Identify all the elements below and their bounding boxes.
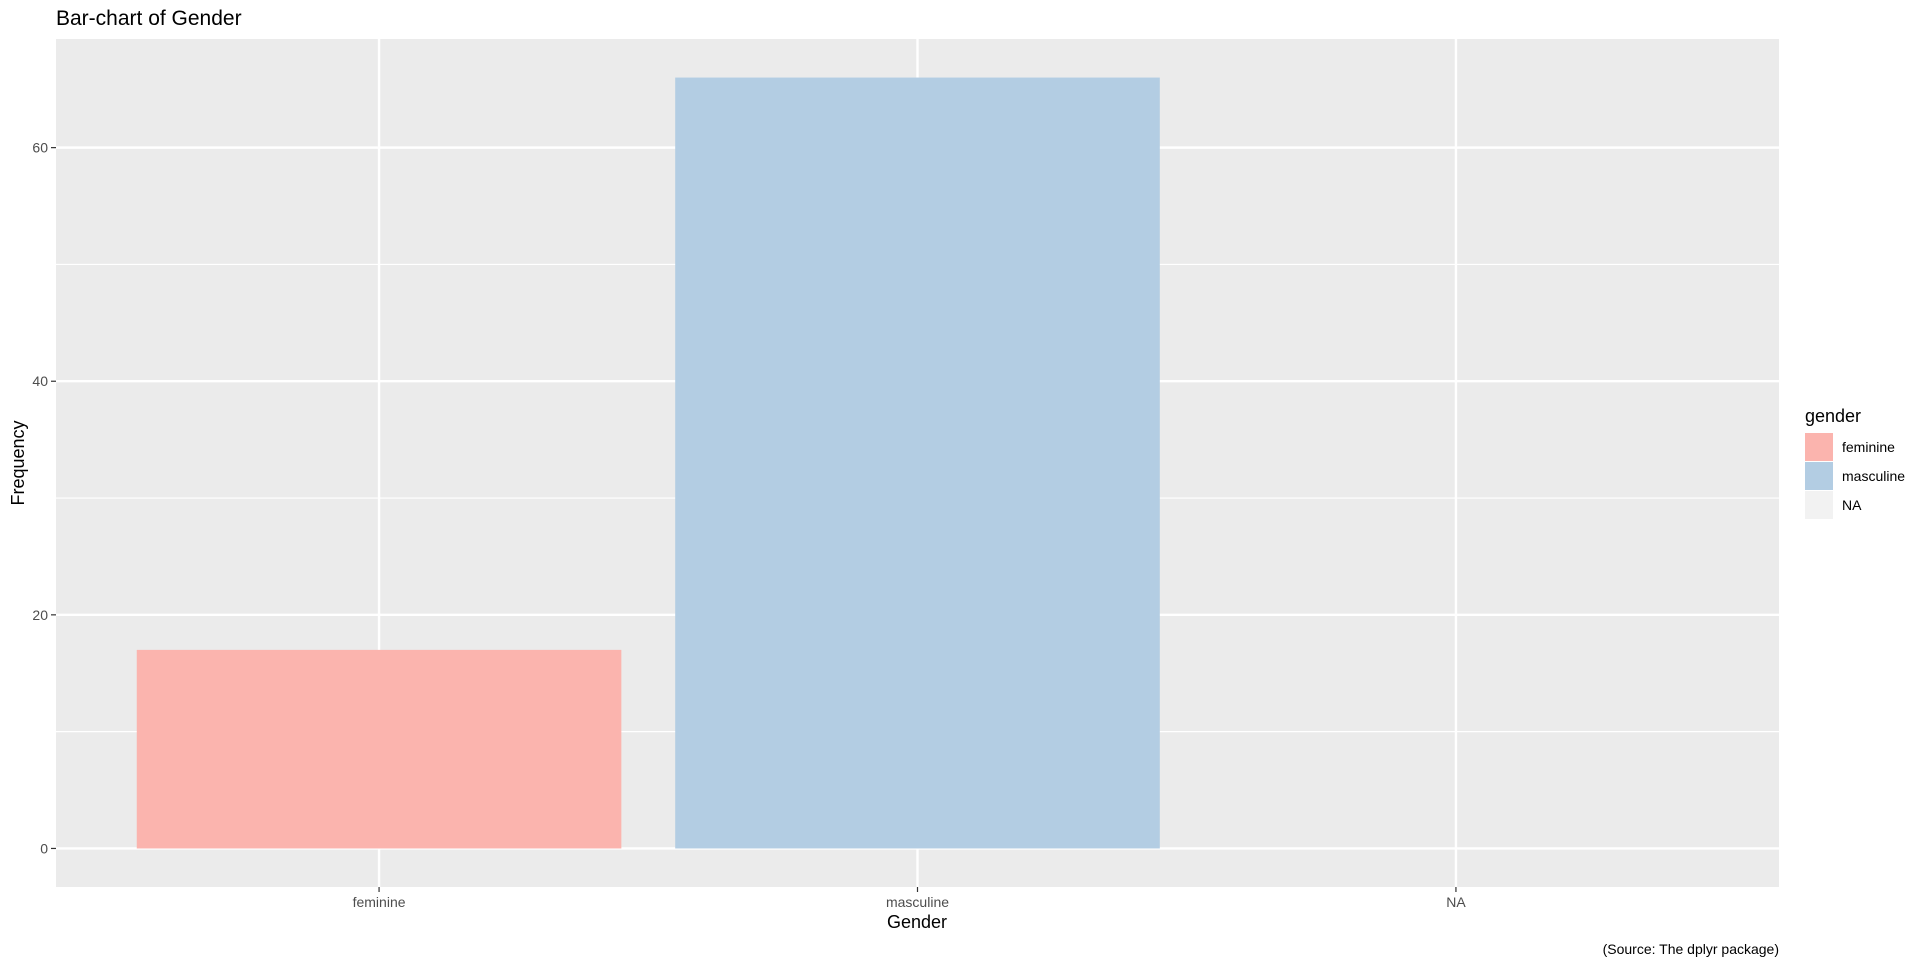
legend-title: gender <box>1805 406 1861 426</box>
legend-label: masculine <box>1842 468 1905 484</box>
source-caption: (Source: The dplyr package) <box>1603 941 1779 957</box>
y-axis-title: Frequency <box>8 420 28 505</box>
legend-key-feminine <box>1805 433 1833 461</box>
y-tick-label: 60 <box>32 140 48 156</box>
bar-feminine <box>136 649 622 849</box>
x-tick-label: feminine <box>353 894 406 910</box>
y-axis: 0 20 40 60 <box>32 140 56 856</box>
x-tick-label: masculine <box>886 894 949 910</box>
bar-masculine <box>675 77 1160 849</box>
chart-title: Bar-chart of Gender <box>56 7 242 30</box>
legend-label: NA <box>1842 497 1862 513</box>
y-tick-label: 40 <box>32 373 48 389</box>
legend: gender feminine masculine NA <box>1805 406 1905 519</box>
bars <box>136 77 1160 849</box>
y-tick-label: 20 <box>32 607 48 623</box>
legend-key-masculine <box>1805 462 1833 490</box>
y-tick-label: 0 <box>40 840 48 856</box>
x-tick-label: NA <box>1446 894 1466 910</box>
x-axis: feminine masculine NA <box>353 887 1466 910</box>
x-axis-title: Gender <box>887 912 947 932</box>
legend-label: feminine <box>1842 439 1895 455</box>
legend-key-na <box>1805 491 1833 519</box>
